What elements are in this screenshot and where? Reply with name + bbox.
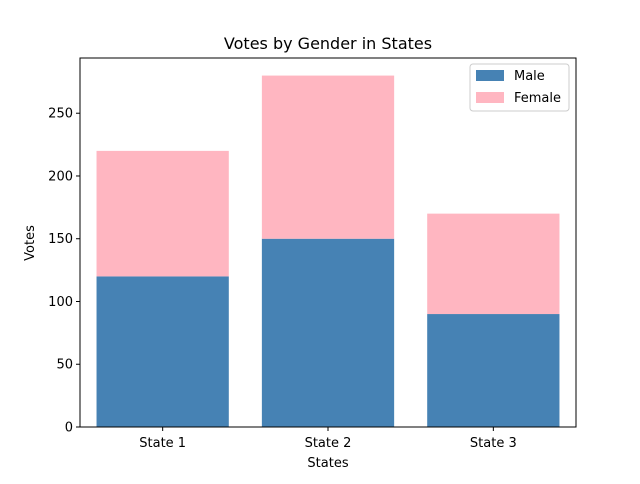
legend-label-male: Male [514, 69, 545, 84]
chart-title: Votes by Gender in States [224, 34, 432, 53]
y-tick-label: 200 [48, 169, 73, 184]
bar-male-3 [427, 314, 560, 427]
y-tick-label: 250 [48, 107, 73, 122]
legend-swatch-male [476, 70, 504, 81]
y-tick-label: 50 [56, 358, 73, 373]
legend-swatch-female [476, 92, 504, 103]
y-tick-label: 150 [48, 232, 73, 247]
axes-layer: 0 50 100 150 200 250 State 1 State 2 State 3 [48, 57, 577, 451]
legend-label-female: Female [514, 91, 561, 106]
x-tick-label: State 2 [305, 436, 352, 451]
bar-male-2 [261, 238, 395, 427]
bar-female-2 [261, 75, 395, 239]
y-axis-label: Votes [23, 225, 38, 261]
bar-female-1 [96, 150, 229, 277]
x-tick-label: State 3 [470, 436, 517, 451]
bar-male-1 [96, 276, 229, 427]
x-tick-label: State 1 [139, 436, 186, 451]
legend: Male Female [469, 63, 570, 112]
bar-female-3 [427, 213, 560, 315]
x-axis-label: States [307, 456, 348, 471]
bars-layer [96, 75, 560, 427]
y-tick-label: 100 [48, 295, 73, 310]
y-tick-label: 0 [65, 421, 73, 436]
